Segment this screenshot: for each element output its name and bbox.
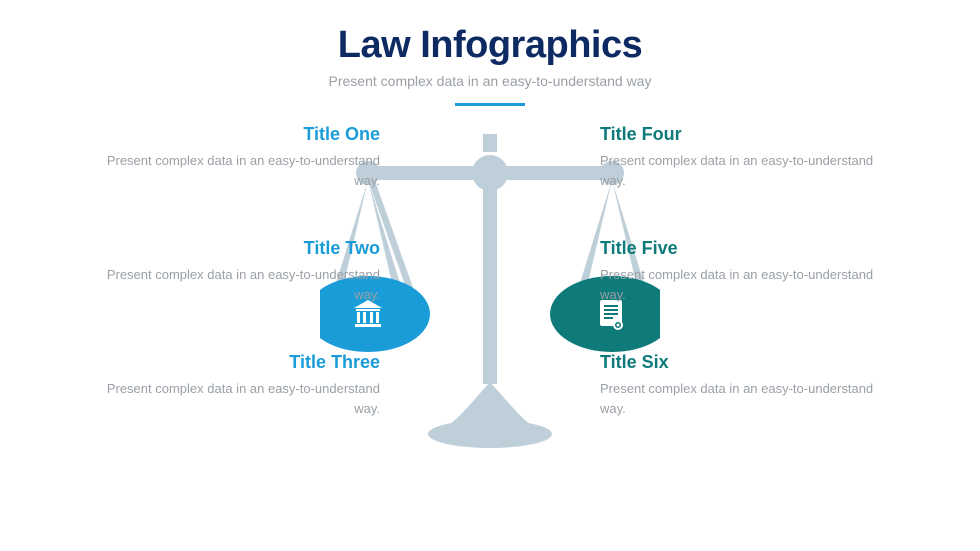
- item-title: Title Four: [600, 124, 900, 145]
- item-desc: Present complex data in an easy-to-under…: [80, 379, 380, 418]
- item-title: Title Three: [80, 352, 380, 373]
- item-desc: Present complex data in an easy-to-under…: [80, 151, 380, 190]
- item-title: Title Six: [600, 352, 900, 373]
- item-title: Title One: [80, 124, 380, 145]
- info-item-five: Title Five Present complex data in an ea…: [600, 238, 900, 304]
- item-desc: Present complex data in an easy-to-under…: [600, 379, 900, 418]
- content-area: Title One Present complex data in an eas…: [0, 124, 980, 524]
- right-column: Title Four Present complex data in an ea…: [600, 124, 900, 466]
- info-item-two: Title Two Present complex data in an eas…: [80, 238, 380, 304]
- item-desc: Present complex data in an easy-to-under…: [600, 265, 900, 304]
- page-title: Law Infographics: [0, 24, 980, 67]
- page-subtitle: Present complex data in an easy-to-under…: [0, 73, 980, 89]
- info-item-one: Title One Present complex data in an eas…: [80, 124, 380, 190]
- left-column: Title One Present complex data in an eas…: [80, 124, 380, 466]
- header-divider: [455, 103, 525, 106]
- item-title: Title Two: [80, 238, 380, 259]
- info-item-six: Title Six Present complex data in an eas…: [600, 352, 900, 418]
- item-desc: Present complex data in an easy-to-under…: [600, 151, 900, 190]
- item-desc: Present complex data in an easy-to-under…: [80, 265, 380, 304]
- item-title: Title Five: [600, 238, 900, 259]
- header: Law Infographics Present complex data in…: [0, 0, 980, 106]
- info-item-three: Title Three Present complex data in an e…: [80, 352, 380, 418]
- info-item-four: Title Four Present complex data in an ea…: [600, 124, 900, 190]
